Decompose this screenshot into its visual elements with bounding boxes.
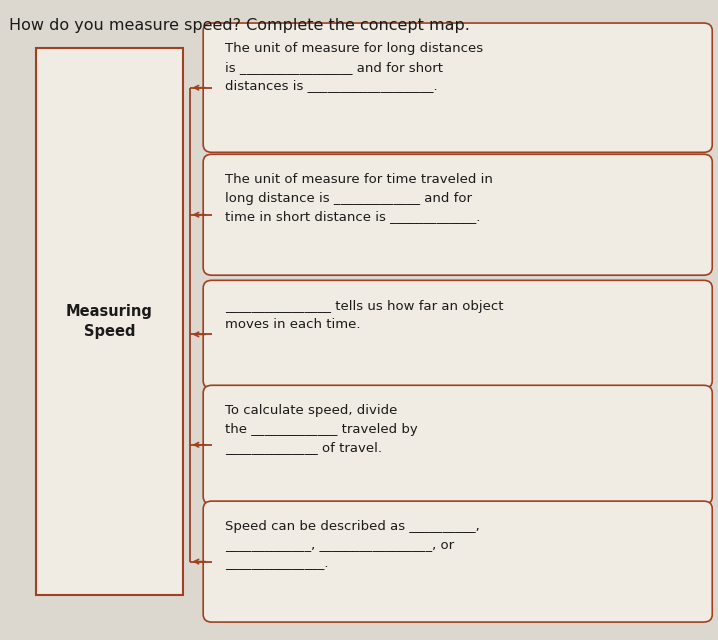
Text: How do you measure speed? Complete the concept map.: How do you measure speed? Complete the c… [9, 18, 470, 33]
Text: The unit of measure for long distances
is _________________ and for short
distan: The unit of measure for long distances i… [225, 42, 483, 92]
Text: Measuring
Speed: Measuring Speed [66, 304, 153, 339]
Text: The unit of measure for time traveled in
long distance is _____________ and for
: The unit of measure for time traveled in… [225, 173, 493, 223]
FancyBboxPatch shape [203, 385, 712, 504]
FancyBboxPatch shape [36, 48, 183, 595]
Text: Speed can be described as __________,
_____________, _________________, or
_____: Speed can be described as __________, __… [225, 520, 480, 570]
Text: ________________ tells us how far an object
moves in each time.: ________________ tells us how far an obj… [225, 300, 503, 331]
FancyBboxPatch shape [203, 280, 712, 388]
FancyBboxPatch shape [203, 501, 712, 622]
Text: To calculate speed, divide
the _____________ traveled by
______________ of trave: To calculate speed, divide the _________… [225, 404, 417, 454]
FancyBboxPatch shape [203, 23, 712, 152]
FancyBboxPatch shape [203, 154, 712, 275]
